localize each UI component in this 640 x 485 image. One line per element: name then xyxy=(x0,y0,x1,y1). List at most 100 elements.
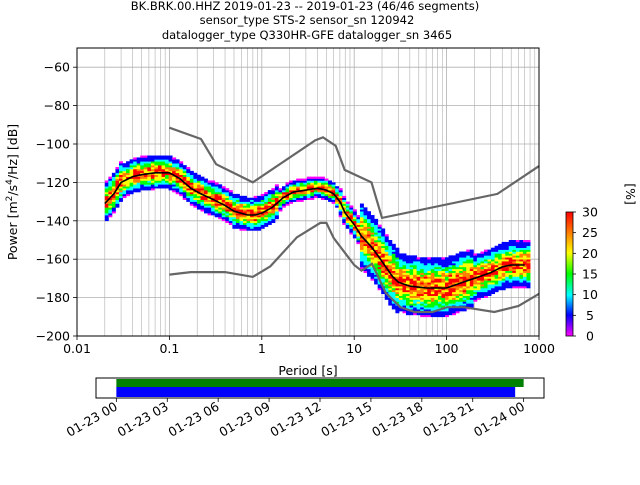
heatmap-cell xyxy=(374,230,379,233)
heatmap-cell xyxy=(494,272,499,275)
heatmap-cell xyxy=(519,286,524,289)
heatmap-cell xyxy=(480,261,485,264)
heatmap-cell xyxy=(126,163,131,166)
heatmap-cell xyxy=(267,211,272,214)
heatmap-cell xyxy=(409,284,414,287)
heatmap-cell xyxy=(221,190,226,193)
heatmap-cell xyxy=(253,222,258,225)
heatmap-cell xyxy=(108,193,113,197)
heatmap-cell xyxy=(508,257,513,260)
heatmap-cell xyxy=(324,178,329,181)
heatmap-cell xyxy=(218,188,223,191)
heatmap-cell xyxy=(140,184,145,187)
heatmap-cell xyxy=(374,280,379,283)
heatmap-cell xyxy=(469,253,474,256)
heatmap-cell xyxy=(498,264,503,268)
heatmap-cell xyxy=(122,174,127,177)
heatmap-cell xyxy=(487,251,492,254)
heatmap-cell xyxy=(370,236,375,239)
heatmap-cell xyxy=(370,257,375,260)
heatmap-cell xyxy=(239,195,244,199)
heatmap-cell xyxy=(522,259,527,262)
heatmap-cell xyxy=(526,241,531,245)
heatmap-cell xyxy=(342,213,347,216)
heatmap-cell xyxy=(469,288,474,291)
heatmap-cell xyxy=(473,297,478,300)
heatmap-cell xyxy=(235,226,240,229)
heatmap-cell xyxy=(505,284,510,287)
heatmap-cell xyxy=(377,284,382,287)
heatmap-cell xyxy=(512,264,517,268)
heatmap-cell xyxy=(384,272,389,275)
heatmap-cell xyxy=(374,243,379,247)
heatmap-cell xyxy=(462,284,467,287)
heatmap-cell xyxy=(398,276,403,279)
heatmap-cell xyxy=(416,288,421,291)
heatmap-cell xyxy=(147,180,152,183)
heatmap-cell xyxy=(381,272,386,275)
heatmap-cell xyxy=(423,307,428,310)
heatmap-cell xyxy=(437,272,442,275)
heatmap-cell xyxy=(423,268,428,272)
heatmap-cell xyxy=(257,216,262,220)
heatmap-cell xyxy=(129,170,134,174)
heatmap-cell xyxy=(313,195,318,199)
heatmap-cell xyxy=(406,259,410,262)
heatmap-cell xyxy=(363,209,368,212)
heatmap-cell xyxy=(257,215,262,218)
heatmap-cell xyxy=(292,180,297,183)
heatmap-cell xyxy=(395,284,400,287)
heatmap-cell xyxy=(487,270,492,273)
heatmap-cell xyxy=(501,288,506,291)
heatmap-cell xyxy=(193,203,198,206)
heatmap-cell xyxy=(157,180,162,183)
heatmap-cell xyxy=(512,276,517,279)
heatmap-cell xyxy=(430,299,435,302)
heatmap-cell xyxy=(487,268,492,272)
heatmap-cell xyxy=(462,261,467,264)
heatmap-cell xyxy=(491,286,496,289)
heatmap-cell xyxy=(136,182,141,185)
heatmap-cell xyxy=(391,247,396,250)
heatmap-cell xyxy=(115,195,120,199)
heatmap-cell xyxy=(345,224,350,227)
heatmap-cell xyxy=(352,236,357,239)
heatmap-cell xyxy=(317,193,322,197)
heatmap-cell xyxy=(225,207,230,210)
heatmap-cell xyxy=(359,251,364,254)
heatmap-cell xyxy=(196,190,201,193)
heatmap-cell xyxy=(374,224,379,227)
heatmap-cell xyxy=(512,263,517,266)
heatmap-cell xyxy=(235,222,240,225)
heatmap-cell xyxy=(395,288,400,291)
heatmap-cell xyxy=(413,305,418,308)
heatmap-cell xyxy=(359,243,364,247)
heatmap-cell xyxy=(377,236,382,239)
heatmap-cell xyxy=(108,180,113,183)
heatmap-cell xyxy=(487,259,492,262)
heatmap-cell xyxy=(136,159,141,162)
heatmap-cell xyxy=(165,163,169,166)
heatmap-cell xyxy=(207,192,212,195)
heatmap-cell xyxy=(391,261,396,264)
heatmap-cell xyxy=(168,188,173,191)
heatmap-cell xyxy=(469,249,474,252)
heatmap-cell xyxy=(522,270,527,273)
heatmap-cell xyxy=(381,282,386,285)
heatmap-cell xyxy=(505,280,510,283)
heatmap-cell xyxy=(133,186,138,189)
heatmap-cell xyxy=(367,263,371,266)
heatmap-cell xyxy=(416,289,421,293)
colorbar-tick-label: 25 xyxy=(582,225,598,240)
heatmap-cell xyxy=(140,180,145,183)
heatmap-cell xyxy=(310,197,315,200)
heatmap-cell xyxy=(455,307,460,310)
heatmap-cell xyxy=(313,193,318,197)
heatmap-cell xyxy=(228,199,233,202)
heatmap-cell xyxy=(313,180,318,183)
heatmap-cell xyxy=(200,180,205,183)
heatmap-cell xyxy=(441,305,446,308)
heatmap-cell xyxy=(374,240,379,243)
heatmap-cell xyxy=(257,226,262,229)
